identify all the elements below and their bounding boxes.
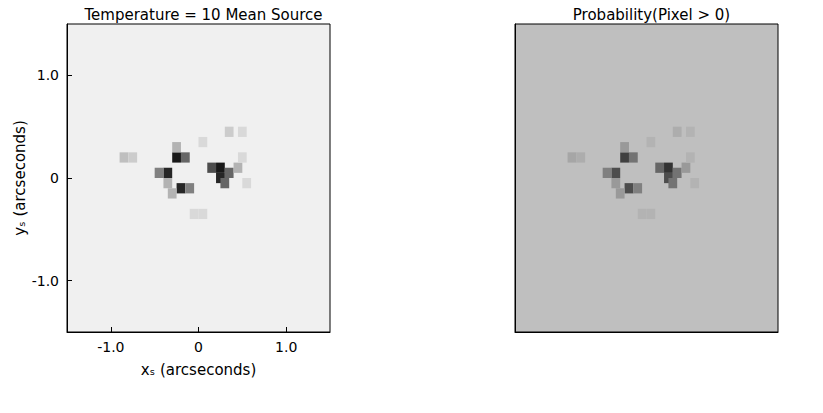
svg-text:-1.0: -1.0 [32, 273, 59, 289]
svg-text:0: 0 [194, 339, 203, 355]
svg-text:0: 0 [50, 170, 59, 186]
svg-text:Temperature = 10 Mean Source: Temperature = 10 Mean Source [83, 6, 322, 24]
svg-text:xₛ (arcseconds): xₛ (arcseconds) [141, 361, 257, 379]
svg-text:1.0: 1.0 [37, 67, 59, 83]
svg-text:yₛ (arcseconds): yₛ (arcseconds) [11, 120, 29, 236]
svg-text:1.0: 1.0 [275, 339, 297, 355]
svg-text:-1.0: -1.0 [97, 339, 124, 355]
svg-text:Probability(Pixel > 0): Probability(Pixel > 0) [573, 6, 730, 24]
